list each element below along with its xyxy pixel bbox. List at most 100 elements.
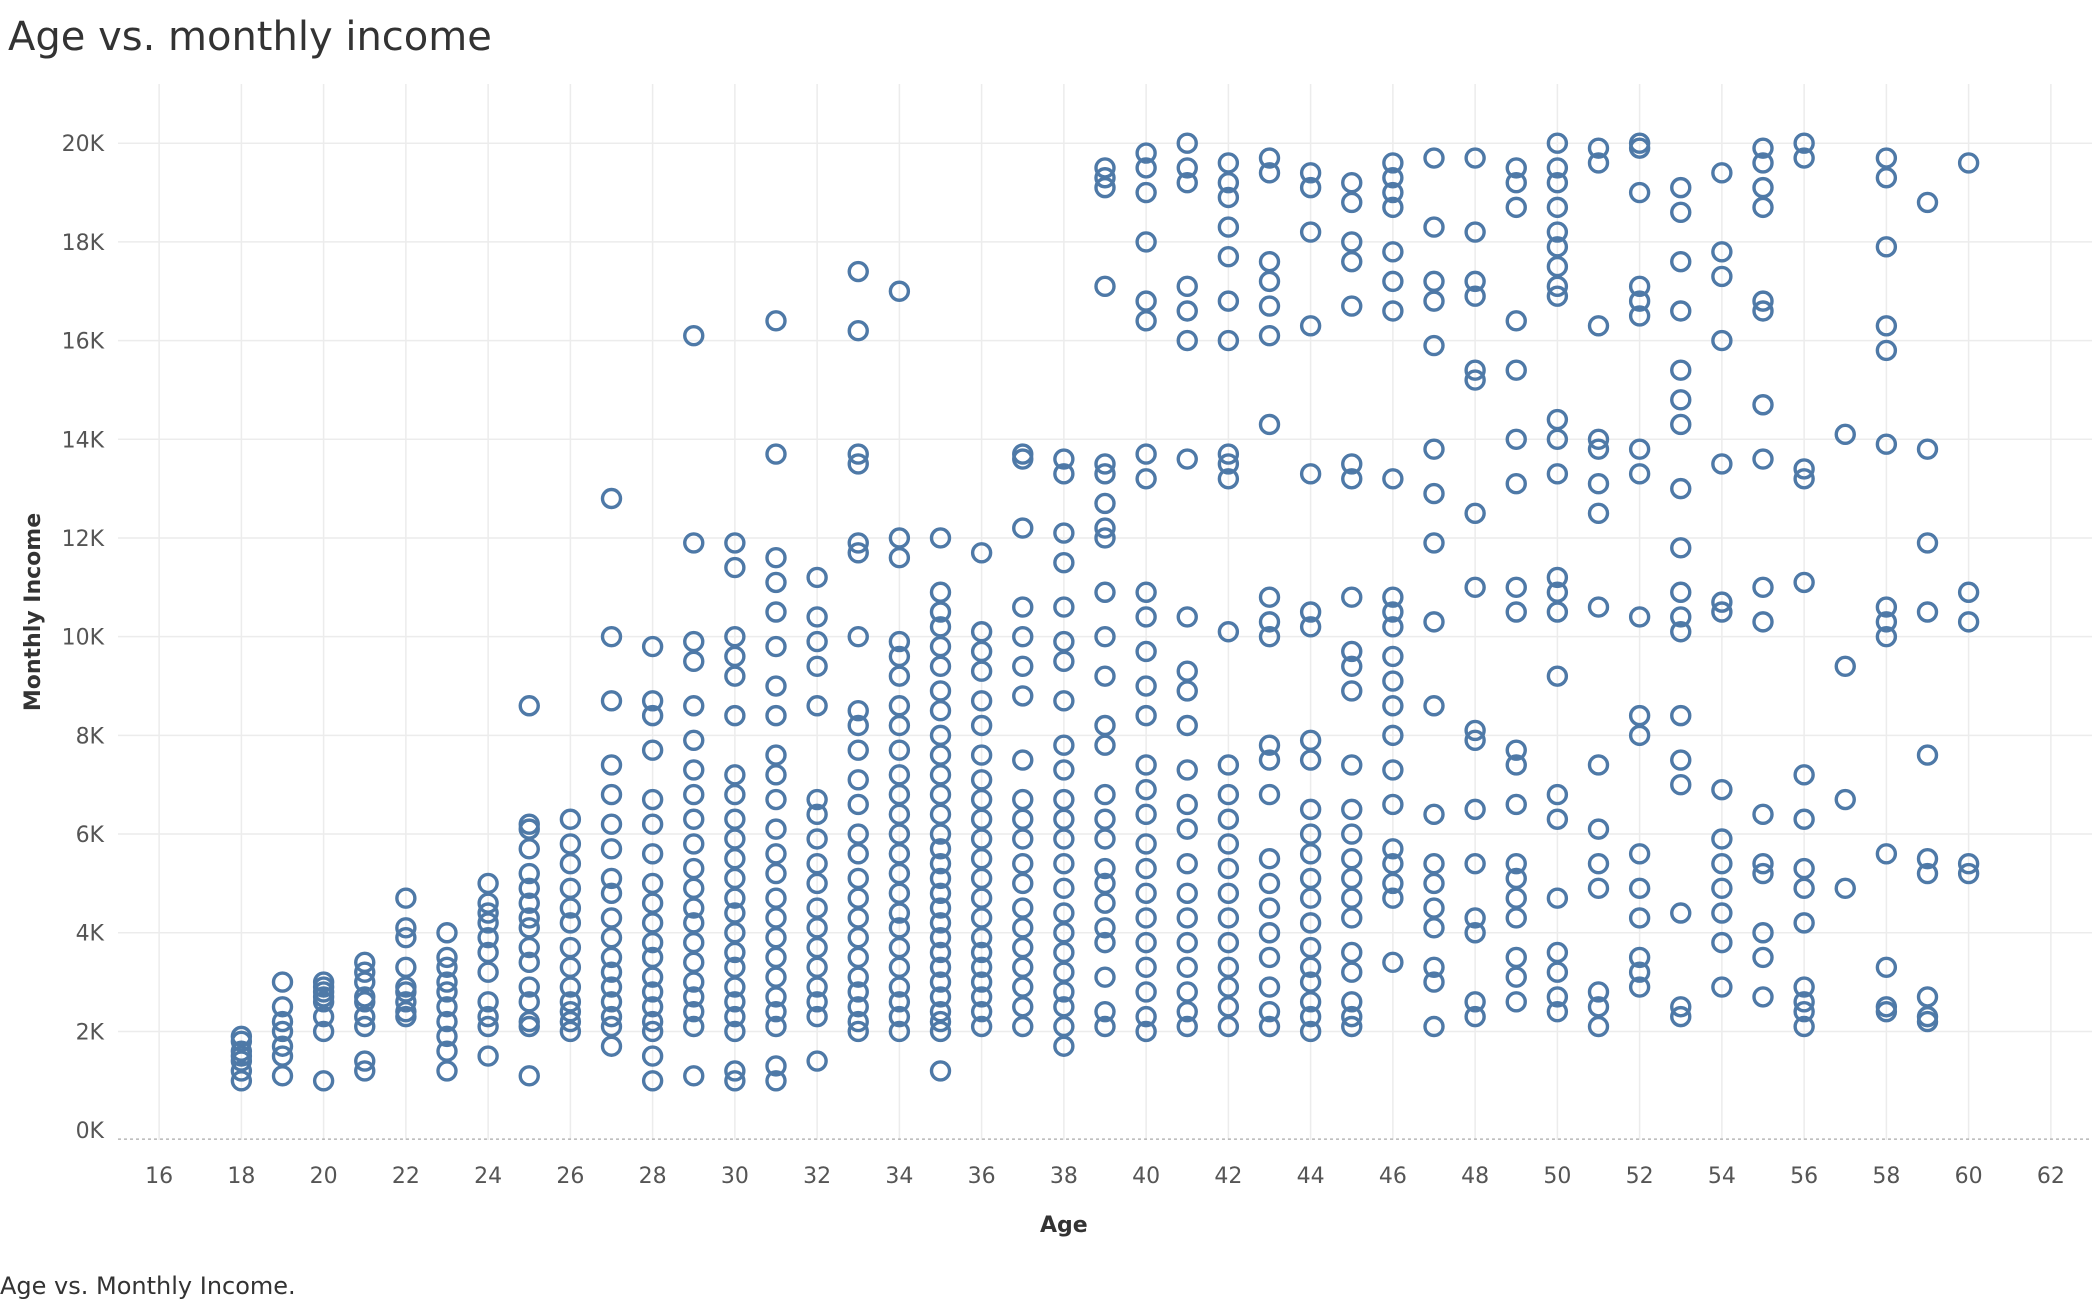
data-point bbox=[970, 1015, 993, 1038]
data-point bbox=[436, 946, 458, 969]
data-point bbox=[806, 852, 828, 875]
data-point bbox=[1464, 922, 1486, 944]
data-point bbox=[1135, 142, 1157, 164]
data-point bbox=[1094, 917, 1116, 939]
data-point bbox=[1217, 621, 1240, 643]
data-point bbox=[230, 1060, 253, 1082]
x-tick-label: 22 bbox=[392, 1164, 420, 1189]
data-point bbox=[1382, 759, 1404, 781]
y-axis-title: Monthly Income bbox=[21, 513, 46, 711]
data-point bbox=[1382, 468, 1404, 490]
data-point bbox=[312, 1070, 335, 1092]
x-tick-label: 46 bbox=[1379, 1164, 1407, 1189]
data-point bbox=[847, 907, 869, 929]
data-point bbox=[847, 867, 869, 890]
data-point bbox=[1670, 581, 1692, 603]
data-point bbox=[970, 986, 993, 1008]
data-point bbox=[1505, 196, 1527, 219]
data-point bbox=[1299, 956, 1322, 978]
data-point bbox=[1012, 685, 1034, 707]
data-point bbox=[1341, 941, 1363, 964]
data-point bbox=[929, 616, 952, 638]
data-point bbox=[1382, 838, 1404, 860]
data-point bbox=[1053, 922, 1075, 944]
data-point bbox=[1875, 147, 1898, 169]
data-point bbox=[1916, 532, 1939, 554]
data-point bbox=[395, 1001, 417, 1023]
data-point bbox=[641, 946, 664, 969]
data-point bbox=[1587, 996, 1610, 1018]
data-point bbox=[1217, 857, 1240, 880]
data-point bbox=[1217, 808, 1240, 830]
data-point bbox=[436, 1060, 458, 1082]
data-point bbox=[1711, 453, 1733, 475]
data-point bbox=[1135, 833, 1157, 855]
data-point bbox=[230, 1040, 253, 1062]
data-point bbox=[970, 744, 993, 766]
data-point bbox=[1012, 872, 1034, 895]
data-point bbox=[970, 887, 993, 909]
data-point bbox=[929, 803, 952, 826]
data-point bbox=[1752, 137, 1774, 159]
data-point bbox=[1135, 907, 1157, 929]
data-point bbox=[1217, 754, 1240, 776]
data-point bbox=[477, 941, 499, 964]
data-point bbox=[929, 724, 952, 747]
data-point bbox=[1176, 660, 1198, 682]
data-point bbox=[806, 803, 828, 826]
data-point bbox=[436, 922, 458, 944]
data-point bbox=[888, 936, 911, 959]
data-point bbox=[1957, 862, 1980, 885]
data-point bbox=[1711, 902, 1733, 924]
data-point bbox=[1258, 922, 1281, 944]
data-point bbox=[724, 902, 746, 924]
data-point bbox=[1834, 423, 1856, 446]
data-point bbox=[724, 941, 746, 964]
data-point bbox=[354, 971, 376, 993]
x-axis-ticks: 16 18 20 22 24 26 28 30 32 34 36 38 40 42 44 46 48 50 52 54… bbox=[145, 1164, 2065, 1189]
data-point bbox=[559, 808, 582, 830]
data-point bbox=[1546, 783, 1569, 806]
data-point bbox=[1176, 981, 1198, 1003]
data-point bbox=[600, 690, 623, 712]
data-point bbox=[1258, 270, 1281, 293]
data-point bbox=[1793, 132, 1815, 154]
data-point bbox=[1423, 872, 1445, 895]
data-point bbox=[600, 1035, 623, 1057]
data-point bbox=[1094, 517, 1116, 539]
data-point bbox=[641, 739, 664, 761]
data-point bbox=[683, 808, 705, 830]
y-tick-label: 18K bbox=[62, 231, 105, 256]
data-point bbox=[1382, 872, 1404, 895]
data-point bbox=[1094, 625, 1116, 648]
data-point bbox=[1587, 315, 1610, 337]
data-point bbox=[271, 971, 294, 993]
data-point bbox=[1258, 946, 1281, 969]
data-point bbox=[1258, 162, 1281, 184]
data-point bbox=[600, 783, 623, 806]
data-point bbox=[929, 635, 952, 658]
data-point bbox=[641, 704, 664, 727]
data-point bbox=[1505, 867, 1527, 890]
data-point bbox=[1258, 586, 1281, 608]
data-point bbox=[765, 310, 787, 332]
data-point bbox=[724, 704, 746, 727]
data-point bbox=[1299, 315, 1322, 337]
data-point bbox=[641, 1020, 664, 1043]
data-point bbox=[683, 931, 705, 954]
data-point bbox=[600, 976, 623, 998]
data-point bbox=[600, 625, 623, 648]
data-point bbox=[1258, 250, 1281, 273]
data-point bbox=[806, 976, 828, 998]
data-point bbox=[1628, 877, 1651, 900]
data-point bbox=[1094, 492, 1116, 515]
data-point bbox=[1176, 852, 1198, 875]
data-point bbox=[1382, 887, 1404, 909]
data-point bbox=[1382, 852, 1404, 875]
data-point bbox=[1299, 176, 1322, 199]
data-point bbox=[1382, 724, 1404, 747]
data-point bbox=[1258, 147, 1281, 169]
data-point bbox=[765, 635, 787, 658]
data-point bbox=[929, 971, 952, 993]
data-point bbox=[1012, 996, 1034, 1018]
